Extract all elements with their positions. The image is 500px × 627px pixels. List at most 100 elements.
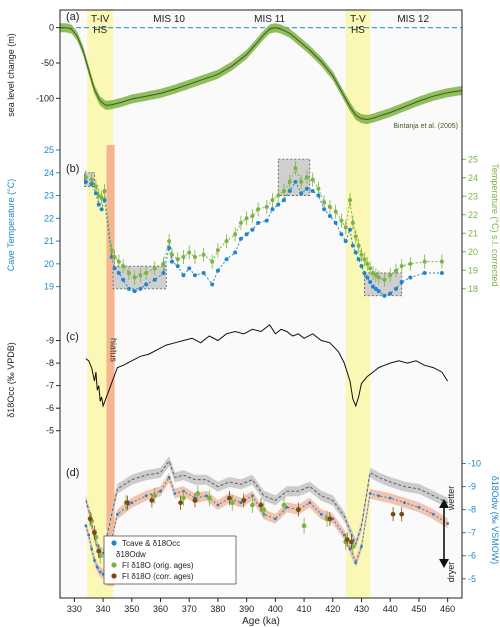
x-tick-label: 450	[411, 604, 426, 614]
y-tick-label: -10	[468, 459, 481, 469]
cave-temperature-point	[116, 270, 121, 275]
arrow-head-up	[439, 499, 449, 508]
tcave-point	[403, 501, 406, 505]
y-tick-label: -8	[468, 505, 476, 515]
cave-temperature-point	[93, 191, 98, 196]
cave-temperature-point	[356, 257, 361, 262]
band-label: T-IV	[91, 14, 110, 25]
cave-temperature-point	[138, 286, 143, 291]
corrected-temperature-point	[376, 275, 381, 280]
grey-box-0	[84, 172, 95, 187]
y-tick-label-right: 23	[468, 191, 478, 201]
cave-temperature-point	[144, 282, 149, 287]
tcave-point	[116, 512, 119, 516]
fi-orig-point	[181, 495, 186, 501]
grey-box-2	[277, 158, 311, 196]
cave-temperature-point	[102, 198, 107, 203]
corrected-temperature-line	[85, 166, 442, 281]
corrected-temperature-point	[373, 273, 378, 278]
corrected-temperature-point	[393, 268, 398, 273]
cave-temperature-point	[215, 268, 220, 273]
legend-marker	[111, 540, 117, 546]
cave-temperature-point	[250, 227, 255, 232]
y-axis-label-right: Temperature (°C) s.l. corrected	[490, 163, 500, 286]
corrected-temperature-point	[250, 214, 255, 219]
y-tick-label-right: 21	[468, 228, 478, 238]
arrow-head-down	[439, 559, 449, 568]
corrected-temperature-point	[339, 218, 344, 223]
x-tick-label: 370	[182, 604, 197, 614]
cave-temperature-point	[382, 293, 387, 298]
cave-temperature-point	[187, 266, 192, 271]
y-tick-label: -7	[46, 381, 54, 391]
fi-corr-point	[349, 539, 354, 545]
cave-temperature-point	[408, 275, 413, 280]
tcave-point	[87, 533, 91, 537]
corrected-temperature-point	[356, 243, 361, 248]
legend-marker	[111, 573, 117, 579]
tcave-point	[273, 517, 277, 521]
cave-temperature-point	[373, 286, 378, 291]
panels: 0 -50 -100 sea level change (m) (a) Bintanja …	[6, 11, 500, 585]
y-tick-label-right: 20	[468, 247, 478, 257]
cave-temperature-point	[132, 289, 137, 294]
cave-temperature-point	[192, 273, 197, 278]
cave-temperature-point	[238, 236, 243, 241]
fi-orig-point	[281, 502, 287, 508]
y-axis-label: δ18Odw (‰ VSMOW)	[490, 476, 500, 565]
y-tick-label-right: 19	[468, 265, 478, 275]
corrected-temperature-point	[388, 273, 393, 278]
band-label: HS	[351, 25, 365, 36]
y-axis-label: δ18Occ (‰ VPDB)	[6, 342, 16, 418]
cave-temperature-point	[201, 270, 206, 275]
cave-temperature-point	[99, 207, 104, 212]
panel-label: (c)	[66, 331, 79, 343]
cave-temperature-point	[270, 207, 275, 212]
cave-temperature-point	[121, 277, 126, 282]
fi-corr-point	[399, 511, 405, 517]
y-tick-label: -100	[36, 93, 54, 103]
cave-temperature-point	[181, 273, 186, 278]
cave-temperature-point	[126, 286, 131, 291]
corrected-temperature-point	[210, 259, 215, 264]
corrected-temperature-point	[322, 200, 327, 205]
cave-temperature-point	[399, 280, 404, 285]
cave-temperature-point	[343, 239, 348, 244]
corrected-temperature-point	[121, 264, 126, 269]
panel-b: 19 20 21 22 23 24 25 18 19 20 21 22 23 24 25 Cave Tempe…	[6, 145, 500, 298]
tcave-point	[93, 558, 96, 562]
corrected-temperature-point	[276, 193, 281, 198]
cave-temperature-point	[281, 198, 286, 203]
corrected-temperature-point	[192, 255, 197, 260]
corrected-temperature-point	[299, 179, 304, 184]
y-axis-label-left: Cave Temperature (°C)	[6, 179, 16, 271]
y-tick-label-left: 21	[44, 236, 54, 246]
corrected-temperature-point	[152, 266, 157, 271]
y-tick-label: -7	[468, 528, 476, 538]
tcave-point	[446, 522, 450, 525]
tcave-point	[319, 512, 323, 516]
cave-temperature-point	[175, 264, 180, 269]
fi-corr-point	[258, 502, 264, 508]
tcave-point	[308, 501, 312, 505]
cave-temperature-point	[370, 284, 375, 289]
tcave-point	[144, 494, 148, 498]
mis-label: MIS 11	[254, 14, 285, 25]
cave-temperature-point	[393, 286, 398, 291]
tcave-point	[285, 505, 289, 509]
grey-box-1	[112, 265, 167, 290]
fi-corr-point	[192, 498, 198, 503]
cave-temperature-point	[293, 179, 298, 184]
corrected-temperature-point	[187, 250, 192, 255]
fi-corr-point	[125, 500, 130, 506]
fi-corr-point	[149, 498, 155, 503]
cave-temperature-point	[233, 250, 238, 255]
corrected-temperature-point	[333, 209, 338, 214]
panel-label: (d)	[66, 467, 79, 479]
band-label: T-V	[350, 14, 366, 25]
tcave-point	[348, 547, 352, 551]
tcave-point	[84, 524, 88, 528]
corrected-temperature-point	[287, 179, 292, 184]
legend-marker	[111, 562, 117, 568]
